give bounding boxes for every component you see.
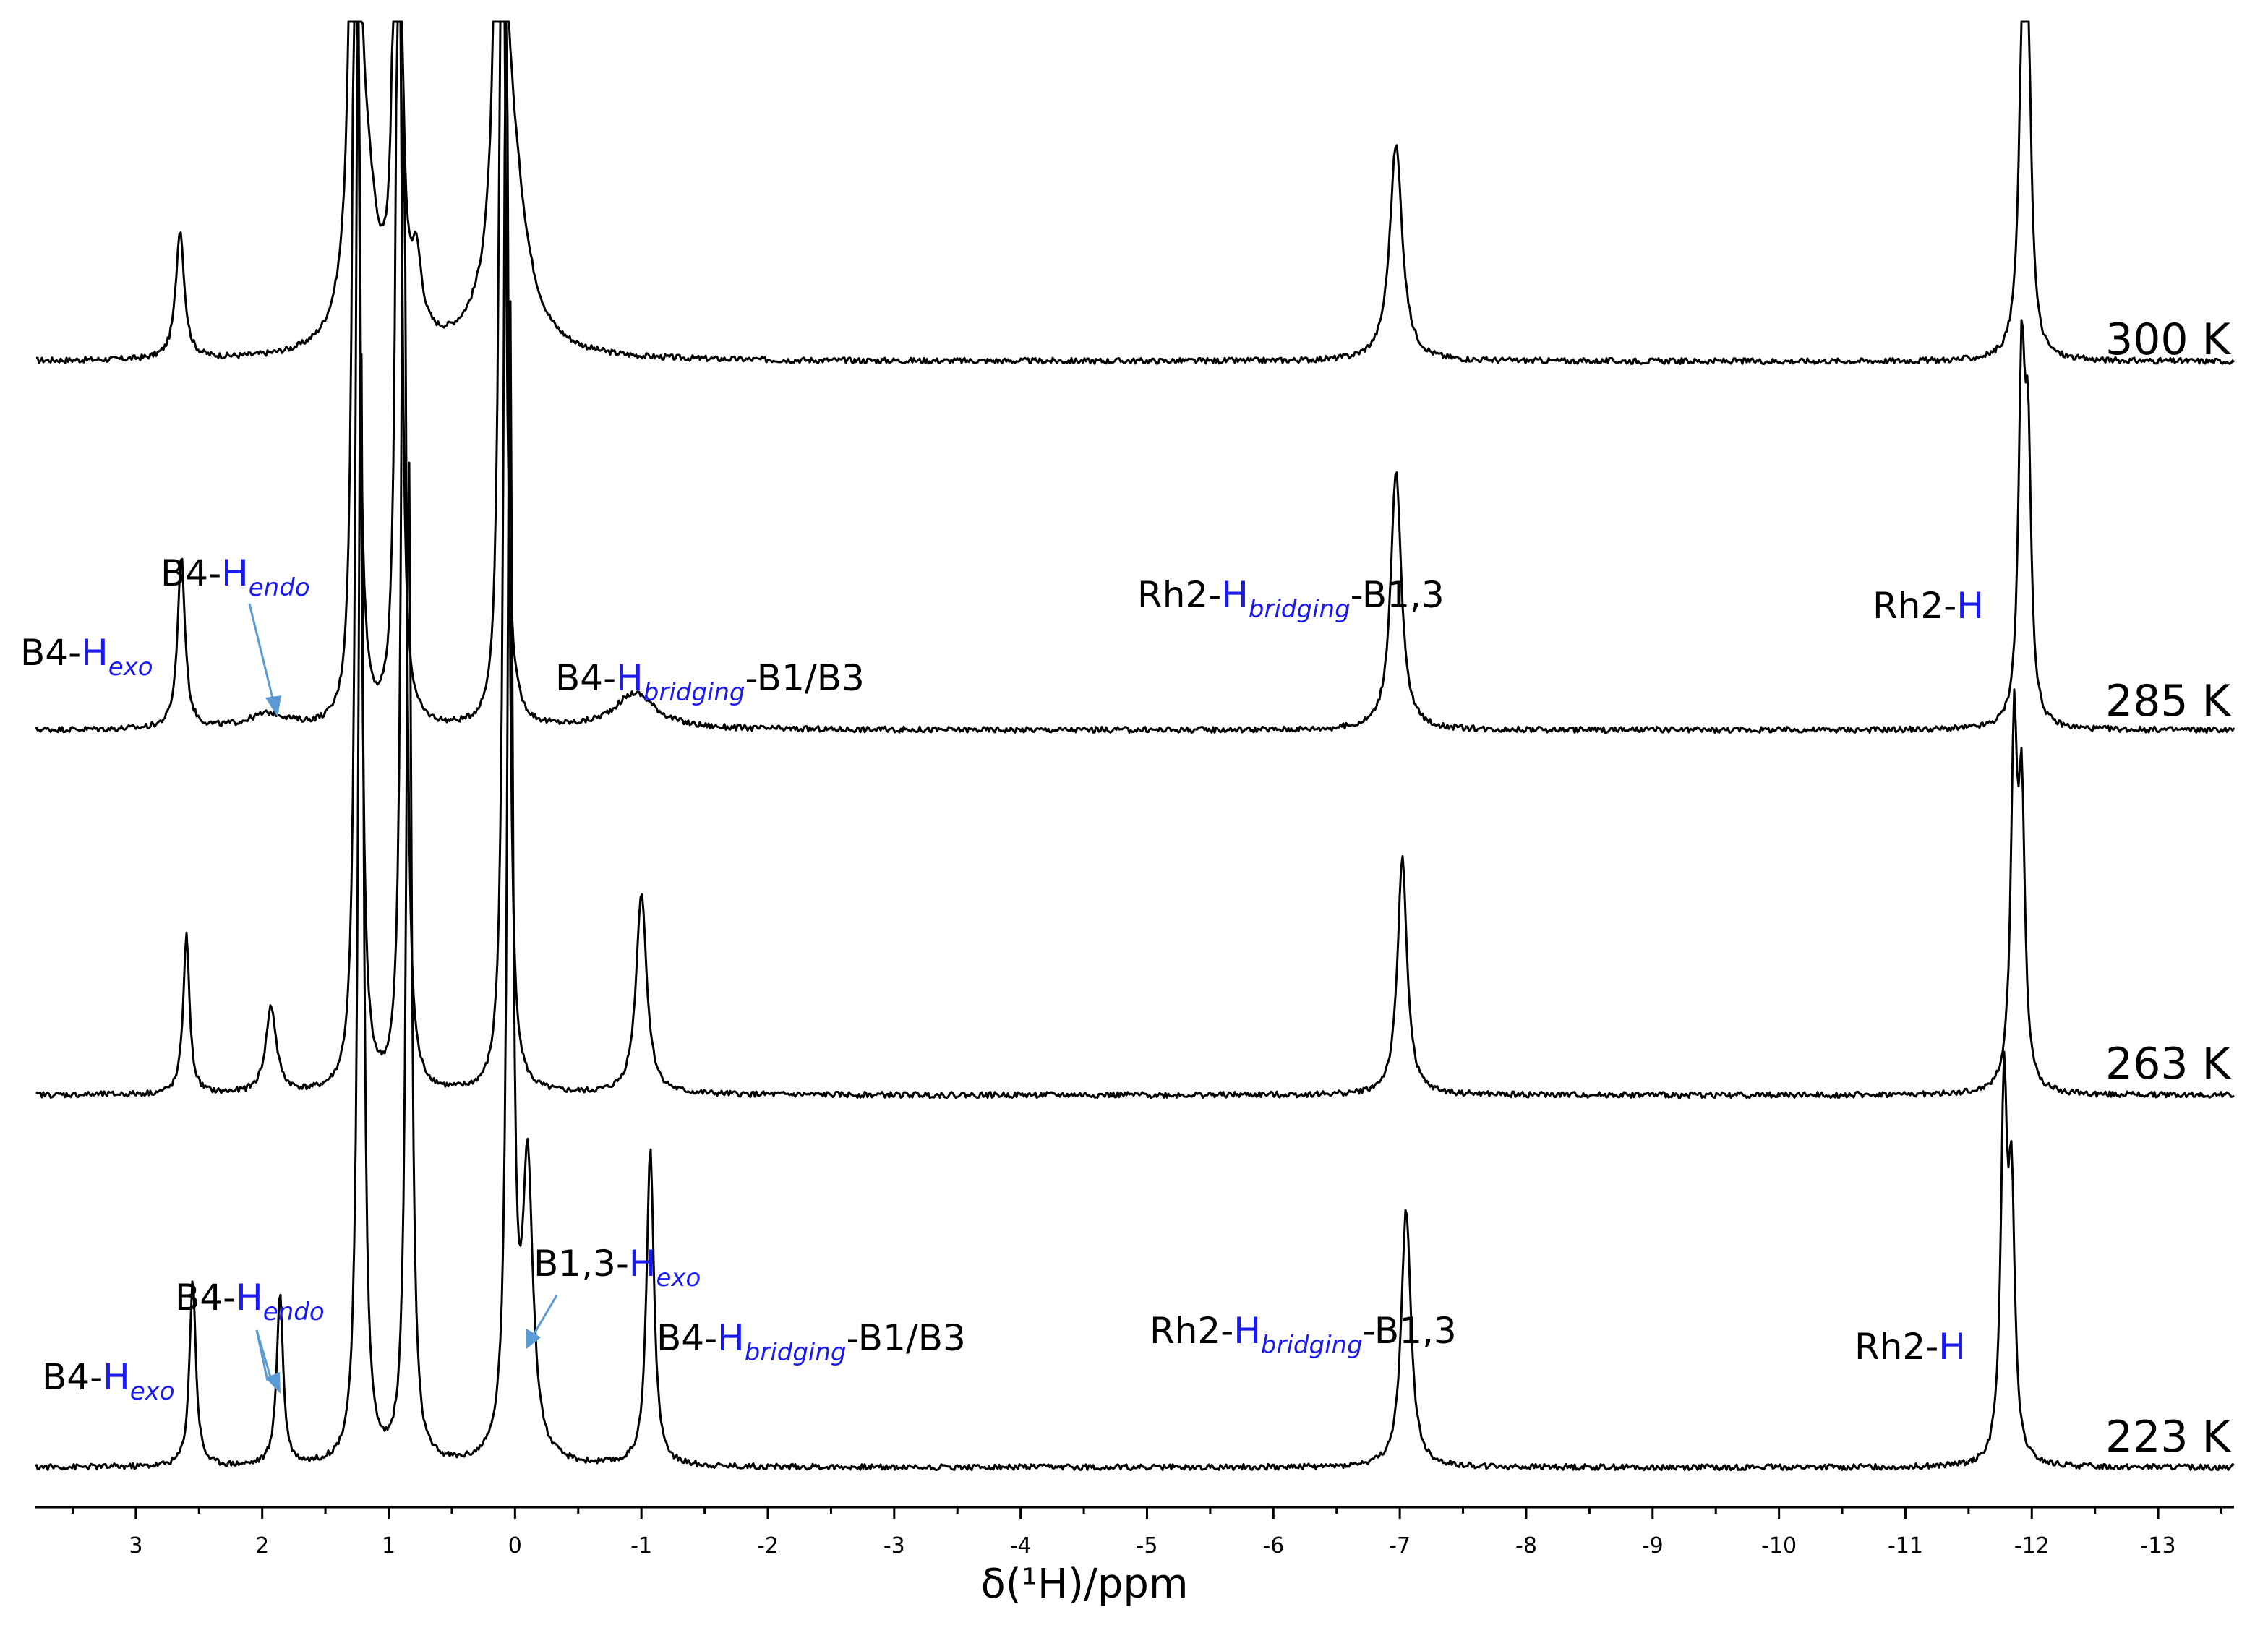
label-b4-hexo-285k: B4-Hexo [20,632,153,682]
arrowhead-hendo-223k [265,1372,281,1394]
arrowhead-b13-hexo-223k [526,1329,541,1349]
temp-label-223k: 223 K [2105,1412,2232,1462]
spectrum-trace-223k [35,300,2235,1472]
label-rh2-h-285k: Rh2-H [1873,585,1984,627]
label-rh2-hbridging-223k: Rh2-Hbridging-B1,3 [1150,1310,1457,1360]
x-tick-label: -5 [1137,1533,1158,1559]
arrow-b13-hexo-223k [531,1295,558,1337]
x-axis-label: δ(¹H)/ppm [980,1561,1188,1608]
label-rh2-hbridging-285k: Rh2-Hbridging-B1,3 [1137,574,1445,624]
spectra-traces [35,20,2235,1472]
x-tick-label: -7 [1389,1533,1411,1559]
x-tick-label: 0 [508,1533,522,1559]
label-b13-hexo-223k: B1,3-Hexo [534,1243,701,1293]
temp-label-300k: 300 K [2105,314,2232,365]
label-b4-hendo-285k: B4-Hendo [161,552,310,602]
x-axis: 3 2 1 0 -1 -2 -3 -4 -5 -6 -7 -8 -9 -10 -11 -12 -13 δ(¹H)… [35,1506,2234,1608]
label-b4-hbridging-285k: B4-Hbridging-B1/B3 [555,657,865,707]
x-tick-label: -4 [1010,1533,1032,1559]
x-tick-label: -9 [1642,1533,1664,1559]
label-b4-hbridging-223k: B4-Hbridging-B1/B3 [656,1317,966,1367]
x-tick-label: -10 [1761,1533,1797,1559]
x-tick-label: -13 [2141,1533,2176,1559]
arrowhead-hendo-285k [265,695,281,717]
arrow-hendo-223k-b [255,1329,273,1380]
x-tick-label: 3 [129,1533,142,1559]
temp-label-285k: 285 K [2105,676,2232,727]
x-tick-label: -2 [757,1533,779,1559]
temp-label-263k: 263 K [2105,1039,2232,1089]
label-rh2-h-223k: Rh2-H [1854,1326,1966,1368]
x-tick-label: -6 [1262,1533,1284,1559]
x-tick-label: 1 [382,1533,395,1559]
arrow-hendo-285k [248,603,275,702]
x-tick-label: -12 [2014,1533,2050,1559]
x-axis-ticks: 3 2 1 0 -1 -2 -3 -4 -5 -6 -7 -8 -9 -10 -11 -12 -13 [71,1507,2223,1559]
x-tick-label: -11 [1888,1533,1923,1559]
temperature-labels: 300 K 285 K 263 K 223 K [2105,314,2232,1462]
x-tick-label: -3 [883,1533,905,1559]
x-tick-label: 2 [255,1533,269,1559]
peak-annotations-223k: B4-Hexo B4-Hendo B1,3-Hexo B4-Hbridging-… [42,1243,1966,1406]
label-b4-hexo-223k: B4-Hexo [42,1356,175,1406]
spectrum-trace-300k [35,20,2235,365]
x-tick-label: -1 [630,1533,652,1559]
peak-annotations-285k: B4-Hexo B4-Hendo B4-Hbridging-B1/B3 Rh2-… [20,552,1984,717]
label-b4-hendo-223k: B4-Hendo [175,1277,325,1326]
spectrum-trace-263k [35,20,2235,1100]
x-tick-label: -8 [1515,1533,1537,1559]
